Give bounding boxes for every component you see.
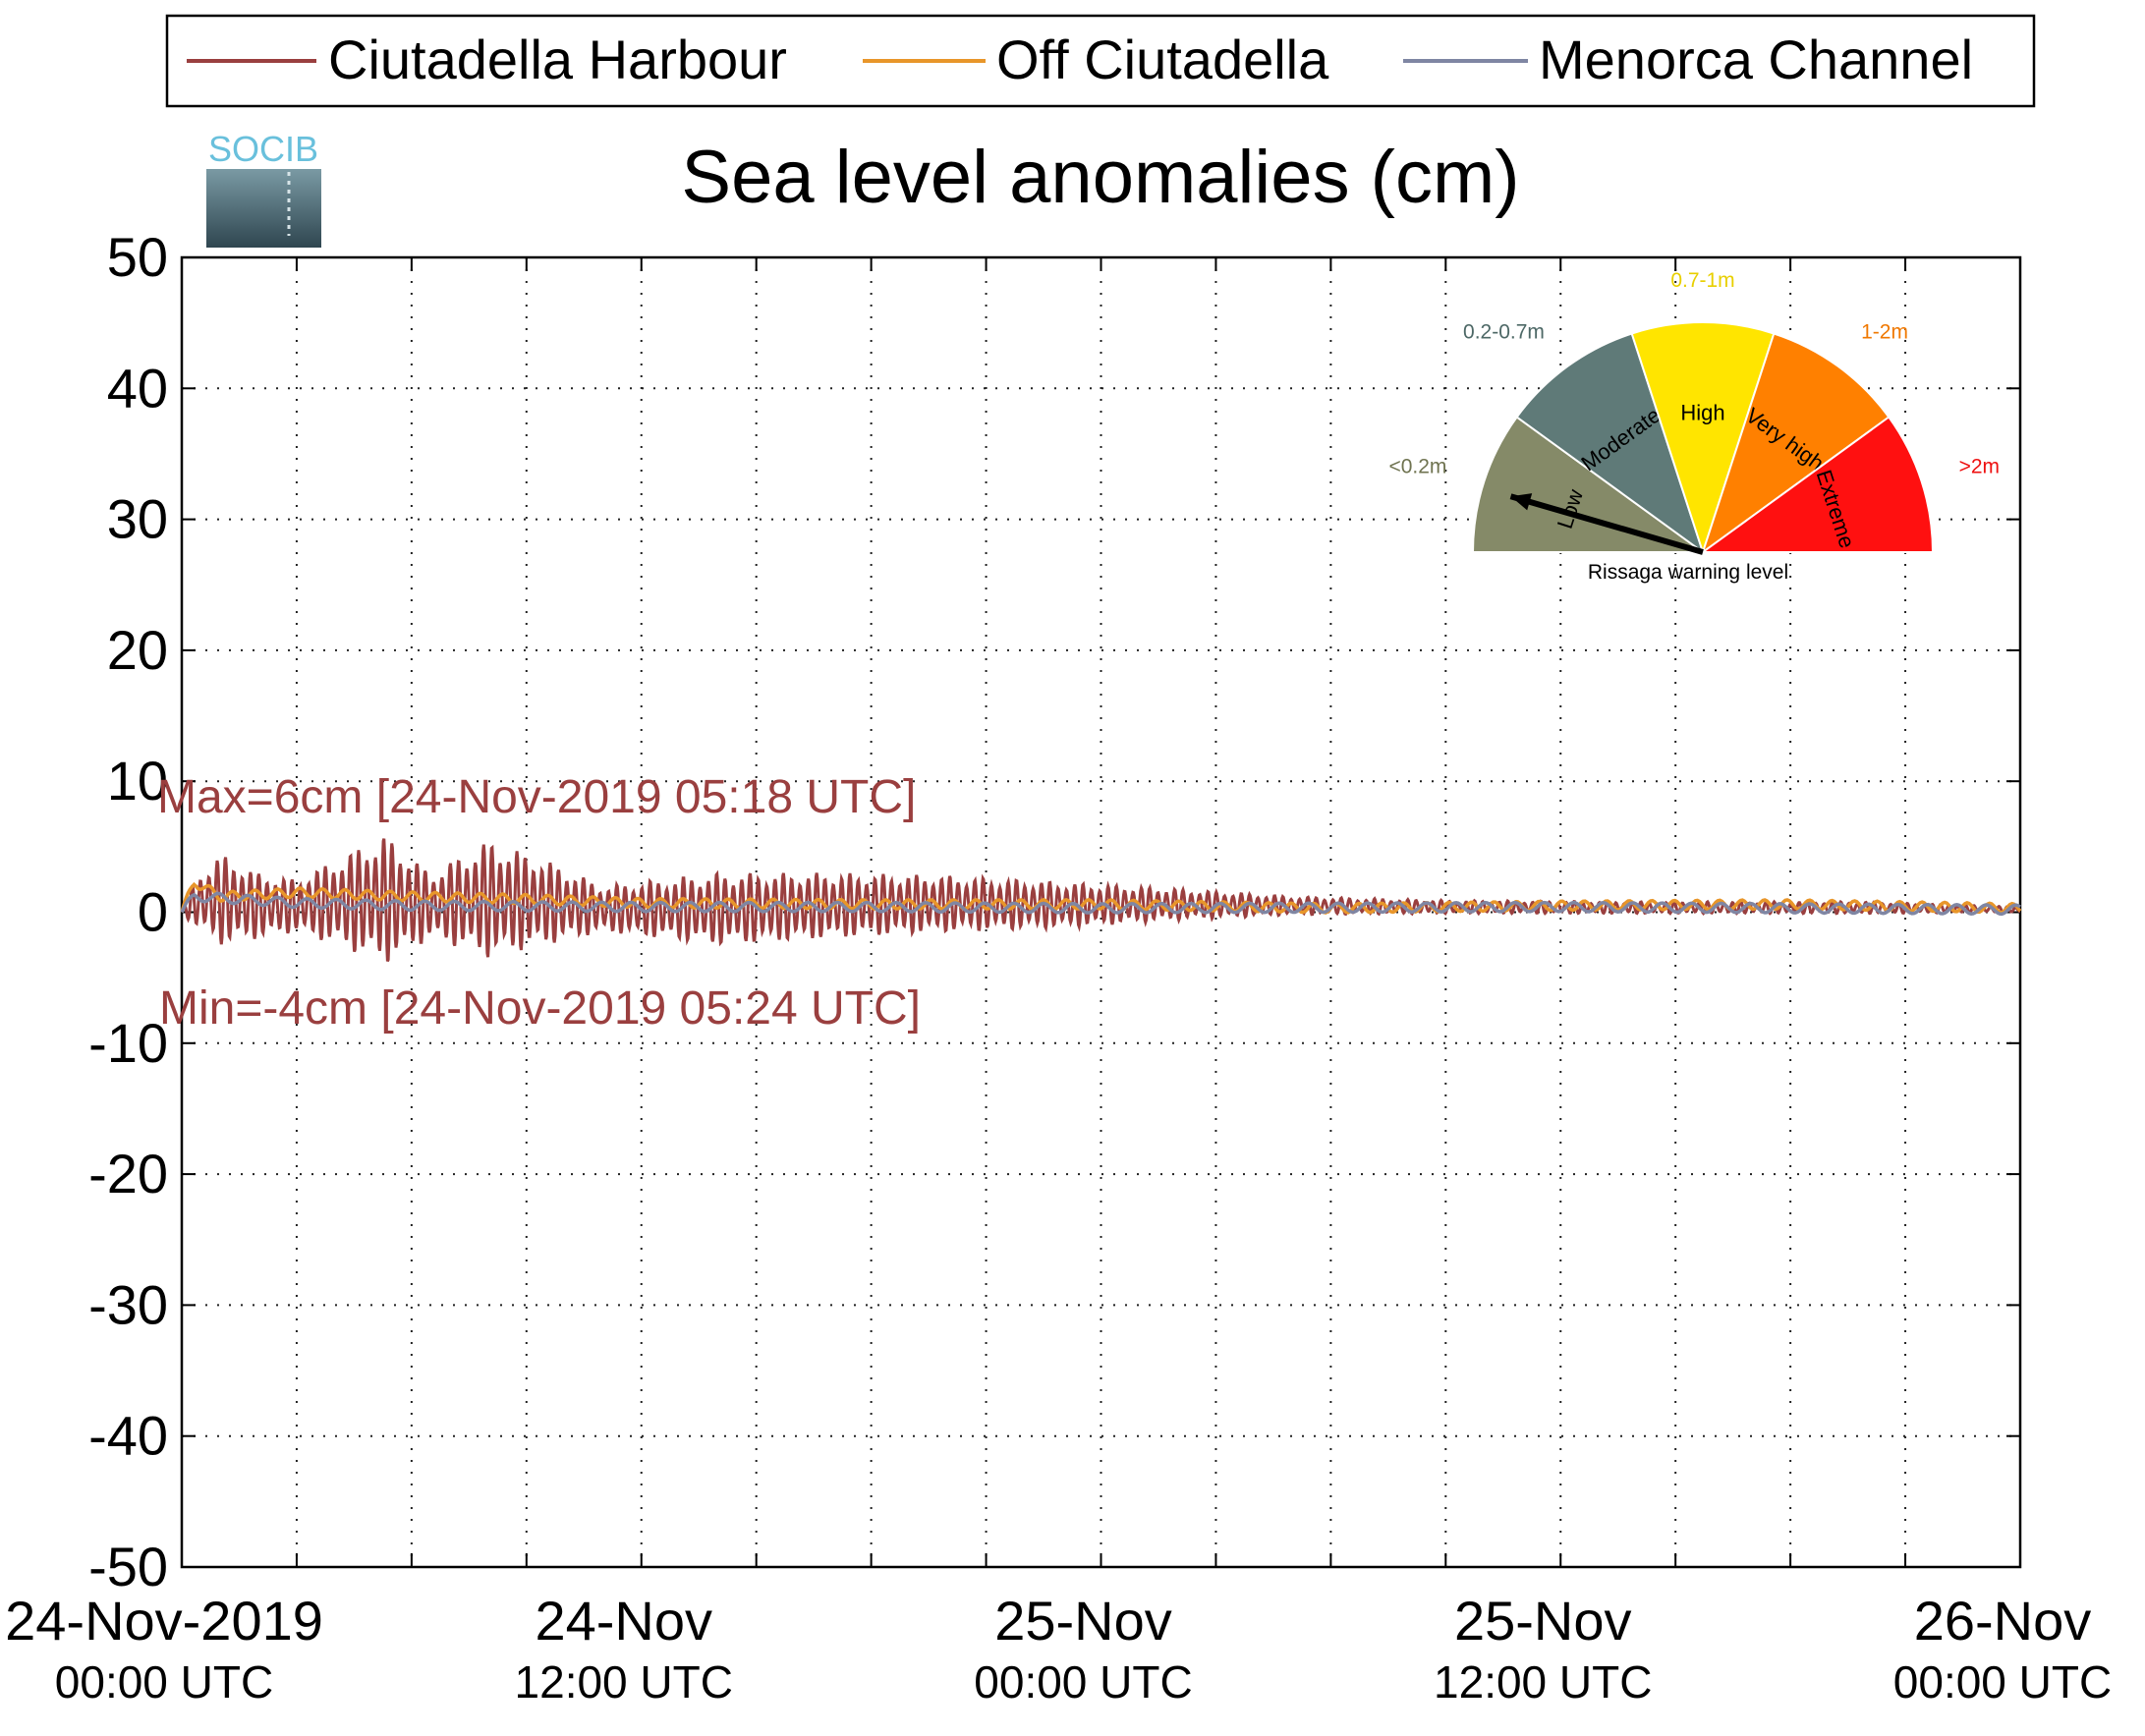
y-tick-label: 40 <box>107 357 168 419</box>
gauge-range-extreme: >2m <box>1959 455 2000 477</box>
gauge-range-very-high: 1-2m <box>1861 320 1908 343</box>
socib-logo: SOCIB <box>206 129 321 248</box>
legend-label-ciutadella-harbour: Ciutadella Harbour <box>328 28 787 90</box>
y-tick-label: -40 <box>88 1405 168 1467</box>
x-tick-label-time: 12:00 UTC <box>515 1656 733 1708</box>
legend-label-menorca-channel: Menorca Channel <box>1539 28 1973 90</box>
gauge-range-moderate: 0.2-0.7m <box>1463 320 1545 343</box>
x-tick-label-date: 25-Nov <box>994 1590 1172 1652</box>
min-annotation: Min=-4cm [24-Nov-2019 05:24 UTC] <box>159 982 921 1035</box>
gauge-range-high: 0.7-1m <box>1670 269 1734 292</box>
series-menorca-channel <box>180 891 2021 917</box>
gauge-segment-high <box>1630 321 1776 556</box>
y-tick-label: -10 <box>88 1012 168 1074</box>
gauge-needle-head <box>1510 493 1533 511</box>
gauge-range-low: <0.2m <box>1388 455 1446 477</box>
series-off-ciutadella <box>180 881 2022 915</box>
socib-logo-text: SOCIB <box>208 129 318 169</box>
x-tick-label-time: 00:00 UTC <box>974 1656 1192 1708</box>
y-tick-label: 0 <box>138 881 168 943</box>
gauge-title: Rissaga warning level <box>1588 561 1788 584</box>
gauge-needle <box>1509 493 1704 555</box>
x-tick-label-date: 26-Nov <box>1914 1590 2092 1652</box>
y-tick-label: -20 <box>88 1143 168 1204</box>
x-tick-label-date: 24-Nov-2019 <box>5 1590 323 1652</box>
y-tick-label: -50 <box>88 1536 168 1597</box>
gauge-segment-low <box>1471 416 1707 553</box>
gauge-segment-moderate <box>1515 332 1705 555</box>
series-lines <box>180 838 2022 963</box>
y-axis: 50 40 30 20 10 0 -10 -20 -30 -40 -50 <box>88 226 2020 1597</box>
x-tick-label-time: 00:00 UTC <box>55 1656 273 1708</box>
y-tick-label: 10 <box>107 750 168 812</box>
gauge-label-high: High <box>1680 400 1724 424</box>
y-tick-label: -30 <box>88 1273 168 1335</box>
y-tick-label: 20 <box>107 619 168 681</box>
legend: Ciutadella Harbour Off Ciutadella Menorc… <box>165 14 2036 108</box>
y-tick-label: 30 <box>107 488 168 550</box>
chart-title: Sea level anomalies (cm) <box>681 136 1519 219</box>
legend-box <box>165 14 2036 108</box>
x-tick-label-date: 24-Nov <box>535 1590 712 1652</box>
legend-label-off-ciutadella: Off Ciutadella <box>996 28 1329 90</box>
y-tick-label: 50 <box>107 226 168 288</box>
x-tick-label-time: 00:00 UTC <box>1893 1656 2112 1708</box>
gauge-segment-extreme <box>1699 416 1935 553</box>
max-annotation: Max=6cm [24-Nov-2019 05:18 UTC] <box>157 771 916 823</box>
x-tick-label-time: 12:00 UTC <box>1434 1656 1652 1708</box>
x-tick-label-date: 25-Nov <box>1454 1590 1632 1652</box>
gauge-segment-very-high <box>1701 332 1891 555</box>
socib-logo-block <box>206 169 321 248</box>
